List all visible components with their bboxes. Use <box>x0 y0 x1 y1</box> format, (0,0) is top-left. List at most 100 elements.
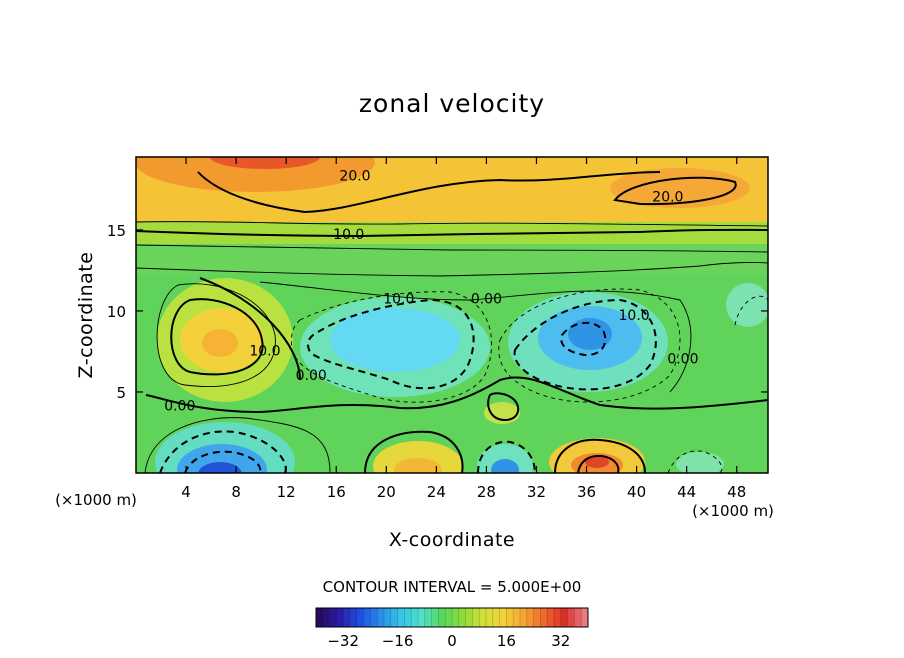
colorbar-swatch <box>377 608 385 627</box>
x-tick-label: 28 <box>477 483 496 501</box>
upper-transition-band <box>136 222 768 244</box>
colorbar-tick-label: 0 <box>447 632 457 650</box>
y-axis-ticks: 5 10 15 <box>107 222 768 402</box>
colorbar-swatch <box>465 608 473 627</box>
x-axis-ticks: 4 8 12 16 20 24 28 32 36 40 44 48 <box>181 157 746 501</box>
x-tick-label: 12 <box>277 483 296 501</box>
colorbar-swatch <box>486 608 494 627</box>
y-tick-label: 10 <box>107 303 126 321</box>
x-axis-unit-left: (×1000 m) <box>55 491 137 509</box>
colorbar-swatch <box>445 608 453 627</box>
y-tick-label: 5 <box>116 384 126 402</box>
colorbar-swatch <box>438 608 446 627</box>
contour-label: 0.00 <box>296 368 327 384</box>
contour-line <box>144 417 331 473</box>
mid-green-band <box>136 244 768 274</box>
colorbar-swatch <box>418 608 426 627</box>
contour-line <box>156 283 276 387</box>
contour-line <box>477 440 536 473</box>
contour-line <box>145 376 768 414</box>
contour-line <box>307 298 475 390</box>
colorbar-swatch <box>404 608 412 627</box>
yellow-low-center-core <box>394 458 442 473</box>
orange-low-right-peak <box>585 456 609 468</box>
colorbar-swatch <box>384 608 392 627</box>
colorbar-swatch <box>513 608 521 627</box>
colorbar-swatch <box>554 608 562 627</box>
colorbar-swatch <box>533 608 541 627</box>
contour-line <box>560 321 607 357</box>
teal-low-right <box>676 452 724 473</box>
blue-low-center-core <box>491 459 519 473</box>
contour-line <box>487 392 520 422</box>
contour-line <box>136 228 768 238</box>
x-tick-label: 20 <box>377 483 396 501</box>
colorbar-swatch <box>363 608 371 627</box>
chart-title: zonal velocity <box>359 89 545 118</box>
plot-area <box>136 157 768 473</box>
yellow-low-center <box>373 441 463 473</box>
contour-line <box>577 454 620 473</box>
contour-line <box>554 438 646 473</box>
colorbar-swatch <box>492 608 500 627</box>
colorbar-swatch <box>316 608 324 627</box>
colorbar-swatch <box>567 608 575 627</box>
x-tick-label: 44 <box>677 483 696 501</box>
colorbar-tick-label: 16 <box>497 632 516 650</box>
contour-label: 10.0 <box>383 292 414 308</box>
contour-line <box>136 221 768 227</box>
colorbar <box>315 608 589 627</box>
y-axis-label: Z-coordinate <box>75 252 97 379</box>
contour-line <box>513 298 657 391</box>
contour-line <box>184 450 262 473</box>
colorbar-swatch <box>520 608 528 627</box>
contour-label: 10.0 <box>249 343 280 359</box>
y-tick-label: 15 <box>107 222 126 240</box>
colorbar-tick-label: −16 <box>382 632 414 650</box>
x-tick-label: 8 <box>231 483 241 501</box>
colorbar-swatch <box>479 608 487 627</box>
colorbar-swatch <box>499 608 507 627</box>
colorbar-swatch <box>370 608 378 627</box>
contour-line <box>170 298 264 376</box>
colorbar-swatch <box>431 608 439 627</box>
contour-interval-note: CONTOUR INTERVAL = 5.000E+00 <box>323 578 582 596</box>
contour-line <box>498 288 681 403</box>
x-tick-label: 48 <box>727 483 746 501</box>
colorbar-frame <box>315 607 589 628</box>
contour-label: 0.00 <box>471 292 502 308</box>
x-tick-label: 36 <box>577 483 596 501</box>
colorbar-tick-label: 32 <box>551 632 570 650</box>
colorbar-swatch <box>547 608 555 627</box>
contour-label: 10.0 <box>333 227 364 243</box>
contour-label: 20.0 <box>652 190 683 206</box>
contour-line <box>197 171 661 214</box>
colorbar-swatch <box>350 608 358 627</box>
x-tick-label: 16 <box>327 483 346 501</box>
contour-line <box>290 291 493 403</box>
contour-line <box>136 244 768 253</box>
colorbar-swatch <box>560 608 568 627</box>
colorbar-tick-label: −32 <box>327 632 359 650</box>
colorbar-swatch <box>574 608 582 627</box>
yellow-max-left-peak <box>202 329 238 357</box>
colorbar-swatch <box>397 608 405 627</box>
x-axis-unit-right: (×1000 m) <box>692 502 774 520</box>
colorbar-swatch <box>540 608 548 627</box>
contour-line <box>613 176 737 206</box>
colorbar-swatch <box>411 608 419 627</box>
colorbar-swatch <box>343 608 351 627</box>
colorbar-ticks: −32 −16 0 16 32 <box>327 632 570 650</box>
colorbar-swatch <box>329 608 337 627</box>
contour-line <box>259 281 692 393</box>
contour-labels: 20.0 20.0 10.0 10.0 0.00 10.0 0.00 10.0 0.00 0.00 <box>164 168 698 414</box>
colorbar-swatch <box>458 608 466 627</box>
colorbar-swatch <box>336 608 344 627</box>
colorbar-swatch <box>472 608 480 627</box>
colorbar-swatch <box>322 608 330 627</box>
x-tick-label: 32 <box>527 483 546 501</box>
contour-label: 0.00 <box>667 352 698 368</box>
colorbar-swatch <box>506 608 514 627</box>
colorbar-swatch <box>526 608 534 627</box>
